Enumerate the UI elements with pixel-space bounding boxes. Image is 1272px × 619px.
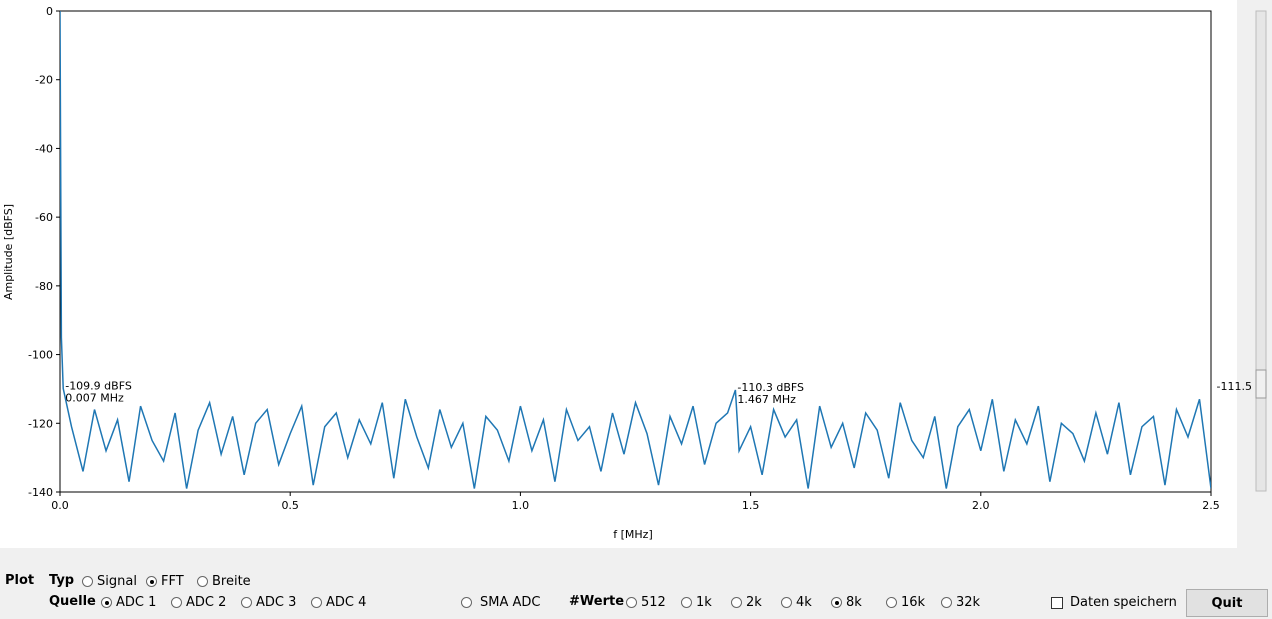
x-axis-label: f [MHz] — [613, 528, 653, 541]
x-tick-label: 1.5 — [742, 499, 760, 512]
radio-button[interactable] — [101, 597, 112, 608]
slider-track — [1255, 10, 1267, 492]
radio-button[interactable] — [781, 597, 792, 608]
annotation-freq: 1.467 MHz — [737, 393, 796, 406]
quelle-label: Quelle — [49, 594, 96, 609]
radio-button[interactable] — [82, 576, 93, 587]
slider-value: -111.5 — [1217, 380, 1252, 393]
radio-button[interactable] — [461, 597, 472, 608]
radio-label[interactable]: ADC 4 — [326, 595, 367, 610]
radio-button[interactable] — [681, 597, 692, 608]
y-tick-label: -40 — [35, 142, 53, 155]
y-axis-label: Amplitude [dBFS] — [2, 204, 15, 300]
radio-label[interactable]: 1k — [696, 595, 712, 610]
radio-button[interactable] — [626, 597, 637, 608]
typ-label: Typ — [49, 573, 75, 588]
checkbox-label[interactable]: Daten speichern — [1070, 595, 1177, 610]
radio-label[interactable]: 32k — [956, 595, 981, 610]
annotation-value: -109.9 dBFS — [65, 380, 132, 393]
x-tick-label: 0.5 — [281, 499, 299, 512]
checkbox[interactable] — [1051, 597, 1063, 609]
x-tick-label: 2.0 — [972, 499, 990, 512]
x-tick-label: 0.0 — [51, 499, 69, 512]
chart: f [MHz] Amplitude [dBFS] -140 -120 -100 -80… — [2, 5, 1267, 541]
radio-label[interactable]: ADC 3 — [256, 595, 297, 610]
radio-label[interactable]: Signal — [97, 574, 137, 589]
plot-frame — [59, 10, 1212, 493]
y-tick-label: -140 — [28, 486, 53, 499]
radio-button[interactable] — [171, 597, 182, 608]
radio-label[interactable]: 2k — [746, 595, 762, 610]
y-tick-label: 0 — [46, 5, 53, 18]
y-tick-label: -60 — [35, 211, 53, 224]
annotation-freq: 0.007 MHz — [65, 392, 124, 405]
radio-button[interactable] — [146, 576, 157, 587]
quit-button[interactable]: Quit — [1186, 589, 1268, 617]
y-tick-label: -80 — [35, 280, 53, 293]
x-tick-label: 1.0 — [512, 499, 530, 512]
radio-label[interactable]: 4k — [796, 595, 812, 610]
annotation-value: -110.3 dBFS — [737, 381, 804, 394]
radio-label[interactable]: Breite — [212, 574, 251, 589]
radio-button[interactable] — [731, 597, 742, 608]
radio-button[interactable] — [311, 597, 322, 608]
radio-label[interactable]: SMA ADC — [480, 595, 541, 610]
plot-label: Plot — [5, 573, 35, 588]
radio-button[interactable] — [941, 597, 952, 608]
radio-button[interactable] — [241, 597, 252, 608]
radio-button[interactable] — [197, 576, 208, 587]
y-tick-label: -120 — [28, 417, 53, 430]
spectrum-line — [60, 11, 1211, 489]
radio-label[interactable]: 512 — [641, 595, 666, 610]
y-tick-label: -100 — [28, 349, 53, 362]
y-tick-label: -20 — [35, 74, 53, 87]
werte-label: #Werte — [569, 594, 625, 609]
radio-label[interactable]: FFT — [161, 574, 184, 589]
x-tick-label: 2.5 — [1202, 499, 1220, 512]
slider-thumb[interactable] — [1255, 369, 1267, 399]
radio-label[interactable]: 8k — [846, 595, 862, 610]
radio-label[interactable]: ADC 1 — [116, 595, 157, 610]
radio-label[interactable]: 16k — [901, 595, 926, 610]
radio-button[interactable] — [886, 597, 897, 608]
plot-panel — [0, 0, 1237, 548]
radio-button[interactable] — [831, 597, 842, 608]
radio-label[interactable]: ADC 2 — [186, 595, 227, 610]
